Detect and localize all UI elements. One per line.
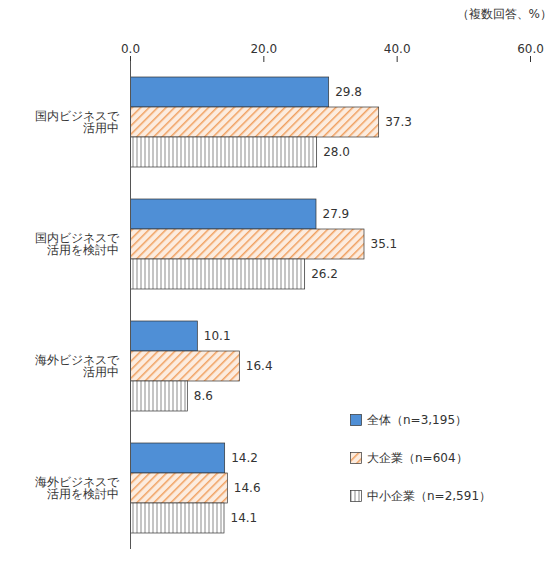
svg-text:27.9: 27.9 bbox=[323, 207, 350, 221]
svg-text:28.0: 28.0 bbox=[323, 145, 350, 159]
svg-text:35.1: 35.1 bbox=[371, 237, 398, 251]
html-text:中小企業（n=2,591）: 中小企業（n=2,591） bbox=[367, 488, 491, 503]
svg-text:60.0: 60.0 bbox=[517, 42, 544, 56]
svg-text:国内ビジネスで活用中: 国内ビジネスで活用中 bbox=[35, 109, 120, 135]
svg-text:14.1: 14.1 bbox=[231, 511, 258, 525]
svg-text:29.8: 29.8 bbox=[335, 85, 362, 99]
svg-text:14.6: 14.6 bbox=[234, 481, 261, 495]
svg-text:国内ビジネスで活用を検討中: 国内ビジネスで活用を検討中 bbox=[35, 231, 120, 257]
svg-text:20.0: 20.0 bbox=[250, 42, 277, 56]
svg-text:8.6: 8.6 bbox=[194, 389, 213, 403]
svg-text:海外ビジネスで活用を検討中: 海外ビジネスで活用を検討中 bbox=[35, 475, 120, 501]
svg-text:14.2: 14.2 bbox=[231, 451, 258, 465]
svg-text:16.4: 16.4 bbox=[246, 359, 273, 373]
svg-text:海外ビジネスで活用中: 海外ビジネスで活用中 bbox=[35, 353, 120, 379]
svg-text:40.0: 40.0 bbox=[384, 42, 411, 56]
svg-text:0.0: 0.0 bbox=[121, 42, 140, 56]
html-text:大企業（n=604）: 大企業（n=604） bbox=[367, 450, 468, 465]
html-text:（複数回答、%）: （複数回答、%） bbox=[456, 7, 552, 21]
svg-text:26.2: 26.2 bbox=[311, 267, 338, 281]
svg-text:10.1: 10.1 bbox=[204, 329, 231, 343]
html-text:全体（n=3,195）: 全体（n=3,195） bbox=[367, 412, 467, 427]
svg-text:37.3: 37.3 bbox=[385, 115, 412, 129]
